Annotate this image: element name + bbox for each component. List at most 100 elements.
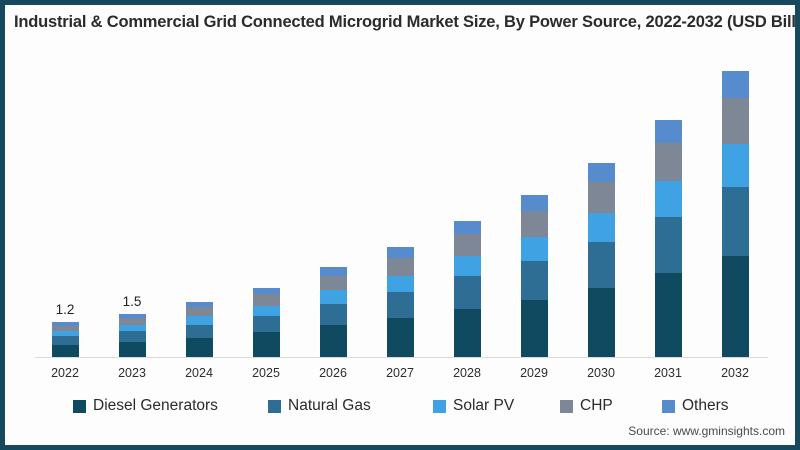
x-axis-label-2030: 2030 xyxy=(587,366,615,380)
bar-segment-diesel-generators xyxy=(118,341,146,357)
bar-group-2025 xyxy=(252,287,280,357)
plot-area: 1.2 2022 1.5 2023 2024 2025 2026 2027 2028 2029 20… xyxy=(5,5,795,445)
x-axis-label-2029: 2029 xyxy=(520,366,548,380)
bar-segment-diesel-generators xyxy=(185,337,213,357)
legend-label: Natural Gas xyxy=(288,397,371,414)
bar-segment-solar-pv xyxy=(252,305,280,316)
bar-segment-natural-gas xyxy=(51,336,79,345)
legend-swatch-icon xyxy=(268,399,281,413)
bar-segment-chp xyxy=(520,210,548,237)
bar-segment-natural-gas xyxy=(118,331,146,342)
legend-item-others: Others xyxy=(662,397,729,415)
bar-segment-others xyxy=(587,163,615,182)
bar-segment-others xyxy=(721,70,749,99)
x-axis-label-2023: 2023 xyxy=(118,366,146,380)
bar-group-2023 xyxy=(118,313,146,357)
bar-segment-solar-pv xyxy=(721,144,749,188)
bar-segment-chp xyxy=(51,325,79,332)
x-axis-line xyxy=(35,357,768,358)
bar-segment-chp xyxy=(319,275,347,291)
bar-segment-others xyxy=(654,120,682,143)
bar-segment-natural-gas xyxy=(721,187,749,256)
bar-segment-solar-pv xyxy=(654,181,682,217)
bar-segment-others xyxy=(386,247,414,258)
bar-segment-chp xyxy=(386,257,414,276)
legend-item-chp: CHP xyxy=(560,397,613,415)
legend-label: CHP xyxy=(580,397,613,414)
bar-group-2026 xyxy=(319,267,347,357)
bar-segment-others xyxy=(118,313,146,318)
bar-segment-others xyxy=(520,195,548,211)
x-axis-label-2032: 2032 xyxy=(721,366,749,380)
legend-swatch-icon xyxy=(73,399,86,413)
bar-segment-chp xyxy=(721,98,749,145)
bar-segment-natural-gas xyxy=(520,261,548,300)
bar-segment-diesel-generators xyxy=(654,272,682,357)
x-axis-label-2025: 2025 xyxy=(252,366,280,380)
bar-segment-diesel-generators xyxy=(453,308,481,357)
bar-segment-solar-pv xyxy=(386,275,414,292)
bar-group-2030 xyxy=(587,163,615,357)
legend: Diesel Generators Natural Gas Solar PV CHP O… xyxy=(5,397,795,417)
bar-segment-natural-gas xyxy=(319,303,347,326)
bar-group-2031 xyxy=(654,120,682,357)
bar-segment-diesel-generators xyxy=(386,318,414,357)
legend-item-natural-gas: Natural Gas xyxy=(268,397,371,415)
bar-segment-solar-pv xyxy=(453,256,481,277)
bar-segment-others xyxy=(185,302,213,308)
legend-swatch-icon xyxy=(433,399,446,413)
bar-segment-natural-gas xyxy=(453,276,481,309)
bar-segment-natural-gas xyxy=(587,242,615,289)
bar-segment-chp xyxy=(587,181,615,214)
bar-segment-solar-pv xyxy=(520,236,548,262)
bar-group-2022 xyxy=(51,322,79,357)
chart-title: Industrial & Commercial Grid Connected M… xyxy=(14,13,800,31)
bar-group-2029 xyxy=(520,195,548,357)
x-axis-label-2022: 2022 xyxy=(51,366,79,380)
bar-segment-chp xyxy=(185,307,213,317)
bar-segment-solar-pv xyxy=(185,316,213,325)
bar-segment-diesel-generators xyxy=(252,332,280,357)
x-axis-label-2031: 2031 xyxy=(654,366,682,380)
legend-item-diesel-generators: Diesel Generators xyxy=(73,397,218,415)
bar-segment-solar-pv xyxy=(118,324,146,332)
bar-segment-others xyxy=(319,267,347,276)
bar-segment-diesel-generators xyxy=(587,288,615,357)
bar-segment-diesel-generators xyxy=(319,325,347,357)
bar-segment-natural-gas xyxy=(654,216,682,273)
source-credit: Source: www.gminsights.com xyxy=(628,424,785,438)
bar-segment-solar-pv xyxy=(51,331,79,337)
bar-segment-chp xyxy=(252,294,280,306)
bar-group-2032 xyxy=(721,70,749,357)
bar-segment-natural-gas xyxy=(386,292,414,318)
bar-segment-solar-pv xyxy=(587,213,615,243)
x-axis-label-2026: 2026 xyxy=(319,366,347,380)
bar-segment-solar-pv xyxy=(319,290,347,304)
x-axis-label-2028: 2028 xyxy=(453,366,481,380)
bar-group-2024 xyxy=(185,302,213,357)
legend-swatch-icon xyxy=(662,399,675,413)
legend-swatch-icon xyxy=(560,399,573,413)
legend-label: Others xyxy=(682,397,729,414)
legend-item-solar-pv: Solar PV xyxy=(433,397,514,415)
bar-segment-chp xyxy=(118,317,146,325)
x-axis-label-2024: 2024 xyxy=(185,366,213,380)
bar-segment-others xyxy=(453,221,481,235)
bar-segment-others xyxy=(51,322,79,326)
legend-label: Solar PV xyxy=(453,397,515,414)
bar-segment-natural-gas xyxy=(185,324,213,338)
bar-segment-others xyxy=(252,287,280,295)
bar-segment-natural-gas xyxy=(252,315,280,333)
bar-segment-chp xyxy=(453,234,481,257)
bar-value-label-2022: 1.2 xyxy=(55,302,75,318)
bar-segment-chp xyxy=(654,142,682,182)
x-axis-label-2027: 2027 xyxy=(386,366,414,380)
bar-segment-diesel-generators xyxy=(520,299,548,357)
bar-value-label-2023: 1.5 xyxy=(122,293,142,309)
bar-segment-diesel-generators xyxy=(721,255,749,357)
bar-group-2027 xyxy=(386,247,414,357)
bar-segment-diesel-generators xyxy=(51,344,79,357)
bar-group-2028 xyxy=(453,221,481,357)
legend-label: Diesel Generators xyxy=(93,397,218,414)
